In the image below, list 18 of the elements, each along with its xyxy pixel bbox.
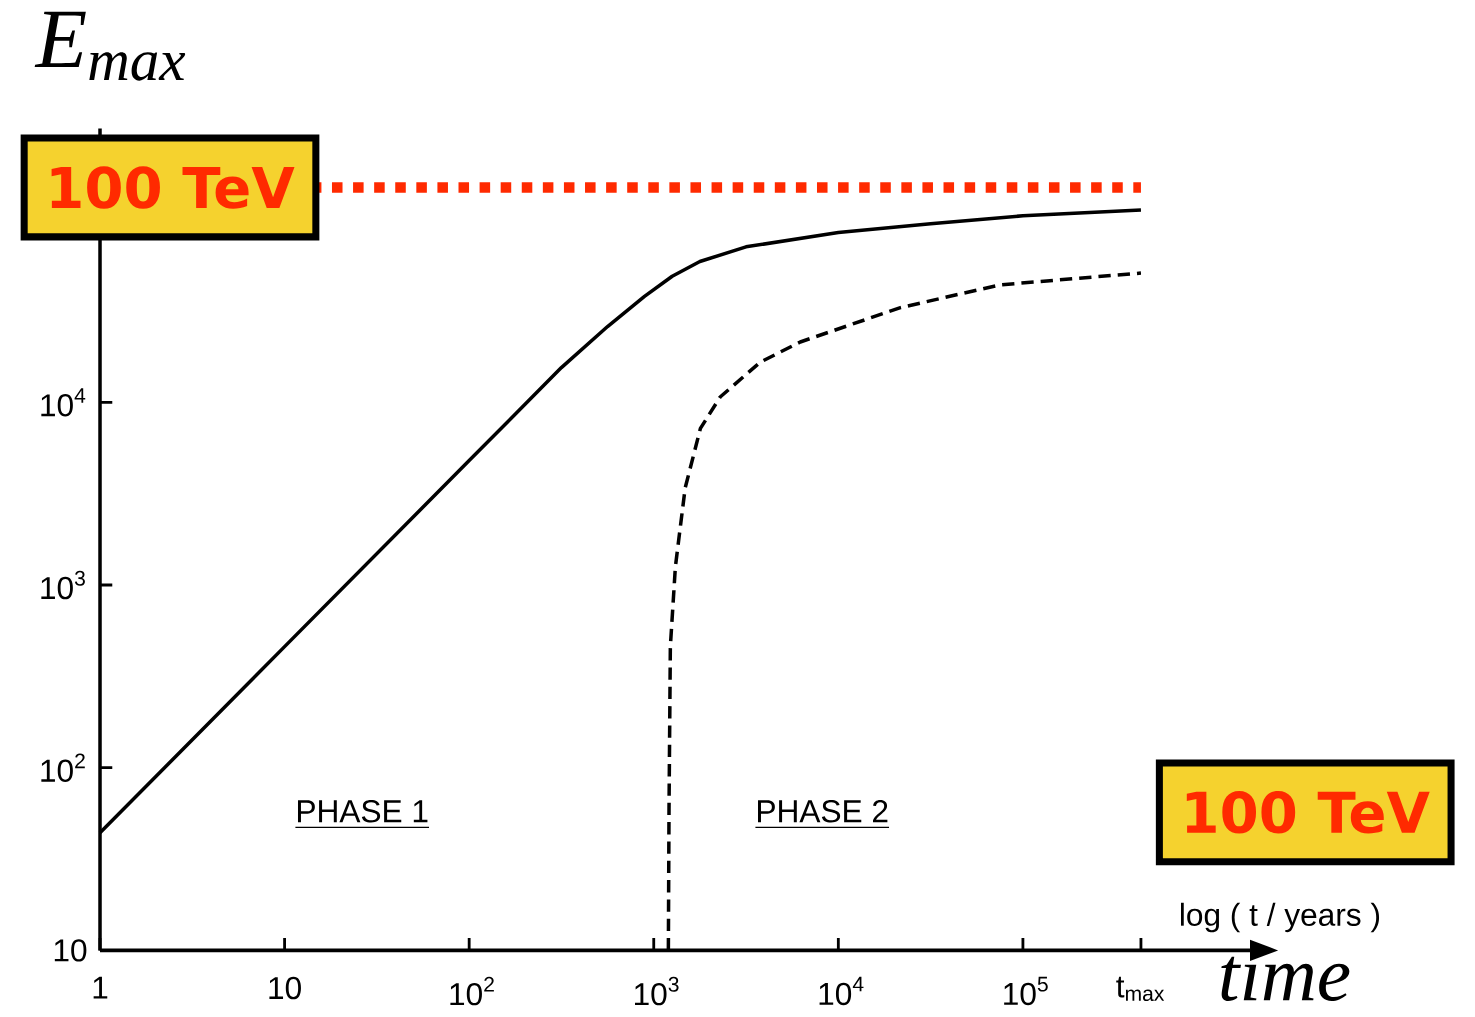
x-tick-label: 10$^{3}$ — [635, 976, 679, 1006]
y-tick-label: 10$^{3}$ — [41, 570, 85, 600]
x-tick-label: 10 — [269, 976, 301, 1000]
y-axis-title: E$_{max}$ — [34, 11, 186, 81]
y-tick-label: 10$^{2}$ — [41, 753, 85, 782]
x-tick-label: 10$^{4}$ — [819, 976, 864, 1006]
annotation: PHASE 1 — [297, 800, 428, 823]
annotation: time — [1221, 949, 1350, 1002]
x-tick-label: 10$^{5}$ — [1004, 976, 1048, 1006]
ref-line-label: 100 TeV — [51, 166, 295, 209]
y-tick-label: 10 — [54, 939, 87, 962]
annotation: PHASE 2 — [758, 800, 888, 823]
x-tick-label: 10$^{2}$ — [450, 976, 494, 1006]
x-tick-label: t$_{max}$ — [1116, 976, 1165, 1002]
x-axis-title: log ( t / years ) — [1181, 902, 1380, 933]
y-tick-label: 10$^{4}$ — [41, 388, 86, 417]
x-tick-label: 1 — [93, 976, 108, 999]
annotation: 100 TeV — [1186, 791, 1430, 834]
